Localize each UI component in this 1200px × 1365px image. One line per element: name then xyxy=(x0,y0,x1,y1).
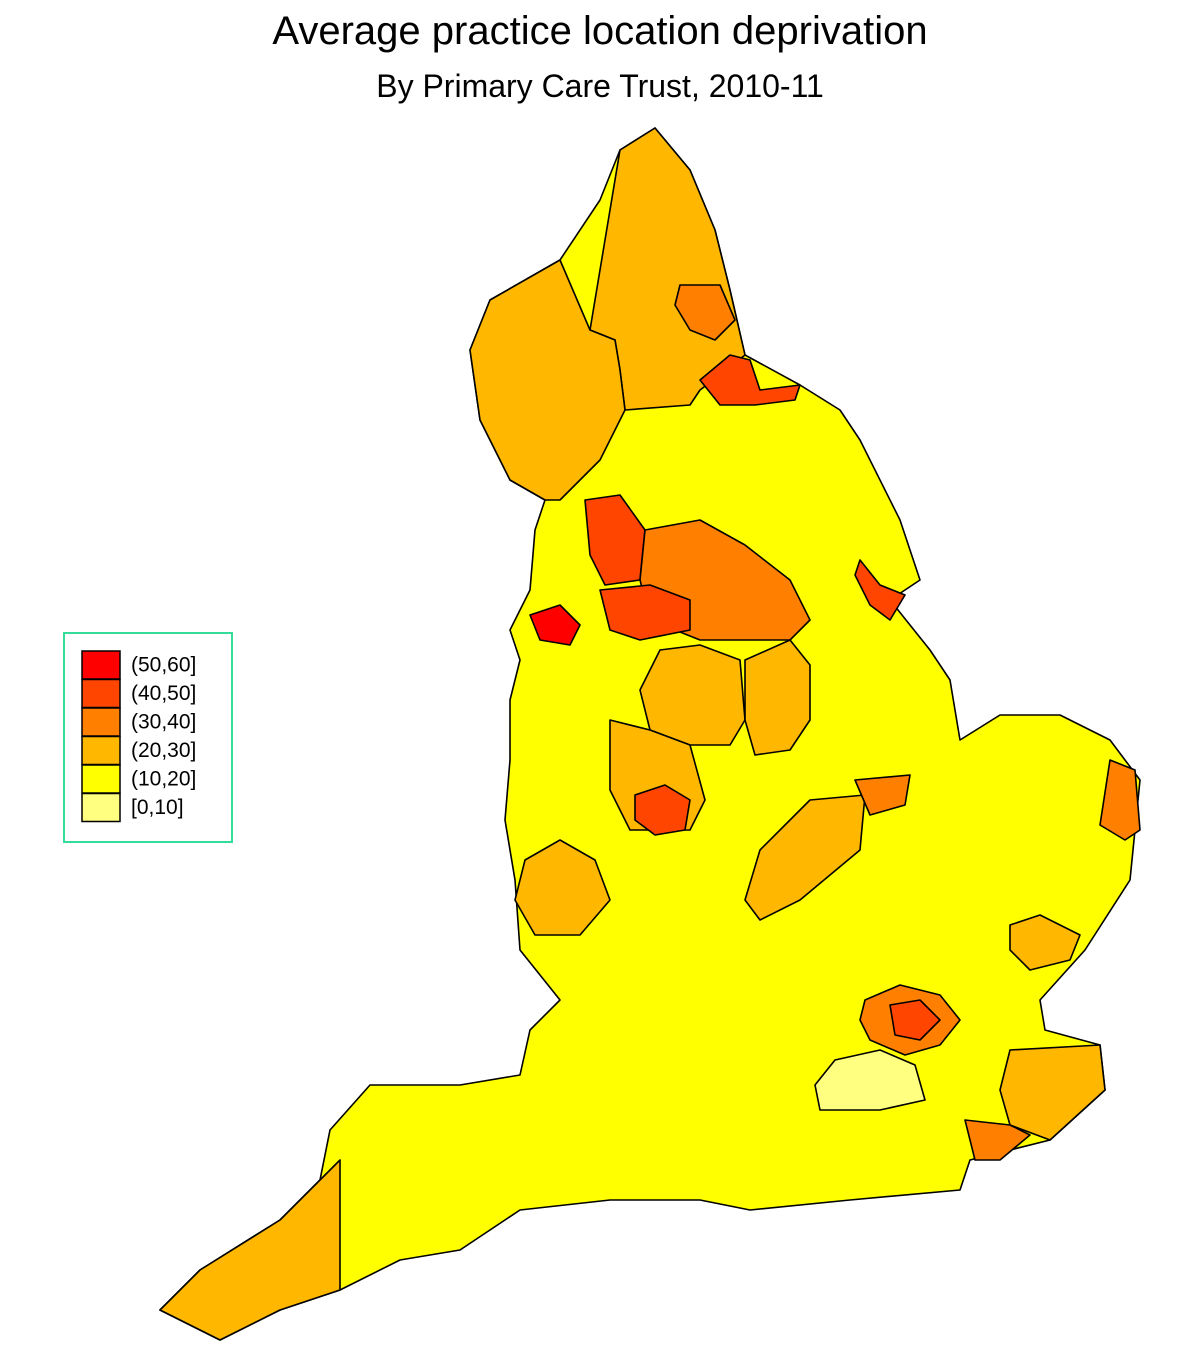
region xyxy=(589,127,746,411)
legend-swatch xyxy=(81,735,121,766)
region xyxy=(1099,759,1141,841)
legend-swatch xyxy=(81,792,121,823)
region xyxy=(854,774,911,816)
region xyxy=(599,584,691,641)
legend-label: (40,50] xyxy=(131,682,196,705)
region xyxy=(634,784,691,836)
region xyxy=(529,604,581,646)
legend-label: (50,60] xyxy=(131,654,196,677)
legend-swatch xyxy=(81,764,121,794)
region xyxy=(999,1044,1106,1141)
region xyxy=(674,284,736,341)
legend: (50,60] (40,50] (30,40] (20,30] (10,20] [0,10… xyxy=(81,650,196,823)
legend-swatch xyxy=(81,650,121,680)
region xyxy=(744,639,811,756)
region xyxy=(814,1049,926,1111)
legend-swatch xyxy=(81,678,121,709)
title: Average practice location deprivation xyxy=(272,9,927,53)
legend-swatch xyxy=(81,707,121,737)
region xyxy=(744,794,866,921)
region xyxy=(469,259,626,501)
legend-label: (20,30] xyxy=(131,739,196,762)
region xyxy=(639,644,746,746)
region xyxy=(699,354,801,406)
legend-label: (30,40] xyxy=(131,711,196,734)
legend-label: [0,10] xyxy=(131,796,184,819)
region xyxy=(854,559,906,621)
region xyxy=(514,839,611,936)
region xyxy=(1009,914,1081,971)
subtitle: By Primary Care Trust, 2010-11 xyxy=(376,68,824,104)
map xyxy=(159,127,1141,1341)
region xyxy=(889,999,941,1041)
region xyxy=(964,1119,1031,1161)
legend-label: (10,20] xyxy=(131,768,196,791)
region xyxy=(159,1159,341,1341)
